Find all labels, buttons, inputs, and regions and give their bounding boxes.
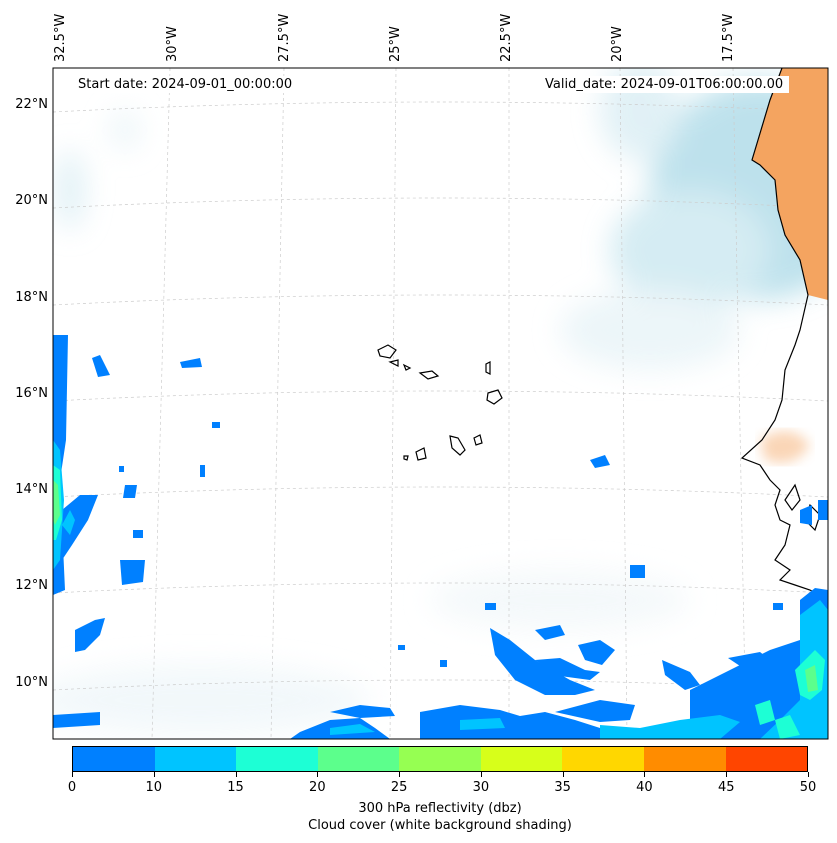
lat-label: 20°N [15, 193, 48, 208]
colorbar-segment [317, 747, 400, 771]
colorbar-segment [154, 747, 237, 771]
land-patch [760, 431, 810, 463]
colorbar-tick-label: 40 [636, 780, 653, 795]
graticule [53, 68, 828, 739]
lat-label: 22°N [15, 97, 48, 112]
lon-label: 30°W [165, 26, 180, 62]
colorbar-tick [153, 772, 155, 777]
colorbar-tick-label: 20 [309, 780, 326, 795]
reflectivity-field-20-30 [53, 480, 818, 692]
colorbar-tick [399, 772, 401, 777]
lon-label: 27.5°W [277, 13, 292, 62]
colorbar-segment [236, 747, 318, 771]
colorbar-segment [643, 747, 726, 771]
lon-label: 17.5°W [721, 13, 736, 62]
colorbar-tick [562, 772, 564, 777]
colorbar-segment [725, 747, 808, 771]
lon-label: 20°W [610, 26, 625, 62]
colorbar-tick-label: 30 [472, 780, 490, 795]
lat-label: 14°N [15, 482, 48, 497]
africa-land [752, 68, 828, 300]
colorbar-tick [317, 772, 319, 777]
colorbar-segment [480, 747, 563, 771]
colorbar-tick [726, 772, 728, 777]
cloud-cover-shading [53, 68, 828, 735]
cape-verde-islands [377, 344, 503, 461]
lat-label: 12°N [15, 578, 48, 593]
lat-label: 10°N [15, 675, 48, 690]
colorbar-tick-label: 45 [717, 780, 735, 795]
colorbar-tick-label: 10 [145, 780, 163, 795]
lon-label: 32.5°W [53, 13, 68, 62]
start-date-label: Start date: 2024-09-01_00:00:00 [72, 76, 299, 93]
lon-label: 25°W [388, 26, 403, 62]
map-frame [52, 67, 829, 740]
lat-label: 16°N [15, 386, 48, 401]
colorbar-subtitle: Cloud cover (white background shading) [308, 818, 572, 833]
colorbar-tick-label: 0 [67, 780, 77, 795]
colorbar-segment [562, 747, 644, 771]
colorbar-tick-label: 50 [799, 780, 817, 795]
colorbar-tick [808, 772, 809, 777]
valid-date-label: Valid_date: 2024-09-01T06:00:00.00 [539, 76, 790, 93]
lon-label: 22.5°W [499, 13, 514, 62]
colorbar-title: 300 hPa reflectivity (dbz) [358, 801, 522, 816]
colorbar-tick [644, 772, 646, 777]
colorbar-tick-label: 15 [227, 780, 244, 795]
colorbar-tick [480, 772, 482, 777]
colorbar-tick-label: 25 [390, 780, 408, 795]
colorbar [72, 746, 808, 772]
colorbar-tick [235, 772, 237, 777]
colorbar-tick [72, 772, 73, 777]
colorbar-segment [73, 747, 155, 771]
colorbar-segment [399, 747, 481, 771]
lat-label: 18°N [15, 290, 48, 305]
colorbar-tick-label: 35 [554, 780, 571, 795]
